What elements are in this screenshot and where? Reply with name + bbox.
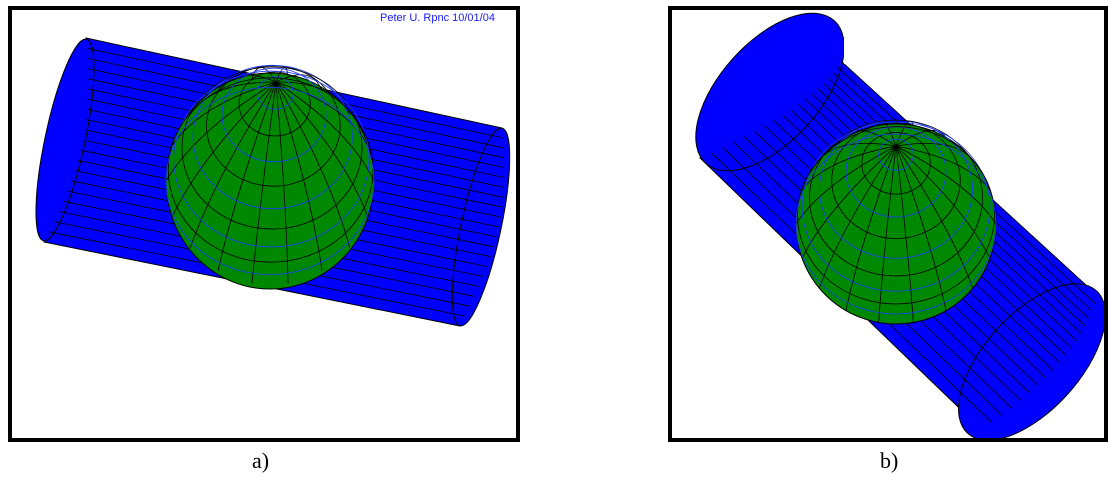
sphere-meridian [895,145,991,259]
sphere-mesh-lines [795,119,997,323]
author-stamp: Peter U. Rpnc 10/01/04 [380,12,495,24]
cylinder-left-cap [35,38,95,242]
sphere-meridian [165,81,277,182]
sphere-meridian [878,145,897,323]
sphere-parallel [165,87,375,275]
sphere-parallel [256,76,294,110]
sphere-meridian [275,81,369,217]
sphere-parallel [192,64,353,210]
sphere-meridian [189,81,277,248]
caption-b: b) [880,448,899,473]
panel-a: Peter U. Rpnc 10/01/04 [8,6,520,442]
sphere-parallel [206,65,341,187]
sphere-parallel [878,138,914,171]
sphere-meridian [171,81,277,146]
sphere-parallel [801,121,991,292]
sphere-parallel [795,133,997,315]
cylinder-right-cap [451,127,511,327]
sphere-meridian [275,81,351,248]
panel-b-drawing [695,10,1104,438]
sphere-meridian [895,145,914,323]
background-notch [844,10,894,64]
sphere-meridian [251,81,277,284]
sphere-meridian [275,81,289,284]
sphere-parallel [173,70,370,248]
sphere-meridian [895,145,947,311]
sphere-parallel [221,67,327,163]
sphere-meridian [895,145,991,191]
sphere-parallel [808,119,984,277]
sphere-meridian [275,74,323,92]
sphere-meridian [801,145,897,191]
sphere-meridian [801,145,897,259]
sphere-mesh-lines [165,64,375,284]
sphere-parallel [181,66,363,230]
panel-a-drawing [35,37,511,327]
sphere-meridian [275,81,323,272]
sphere-parallel [861,132,931,195]
cylinder-bottom-cap [958,283,1104,438]
sphere-parallel [238,71,311,137]
sphere-parallel [797,126,995,305]
sphere-parallel [831,122,961,239]
sphere-meridian [845,145,897,311]
sphere-meridian [217,81,277,272]
panel-b [668,6,1108,442]
sphere-meridian [275,81,369,146]
caption-a: a) [252,448,270,473]
